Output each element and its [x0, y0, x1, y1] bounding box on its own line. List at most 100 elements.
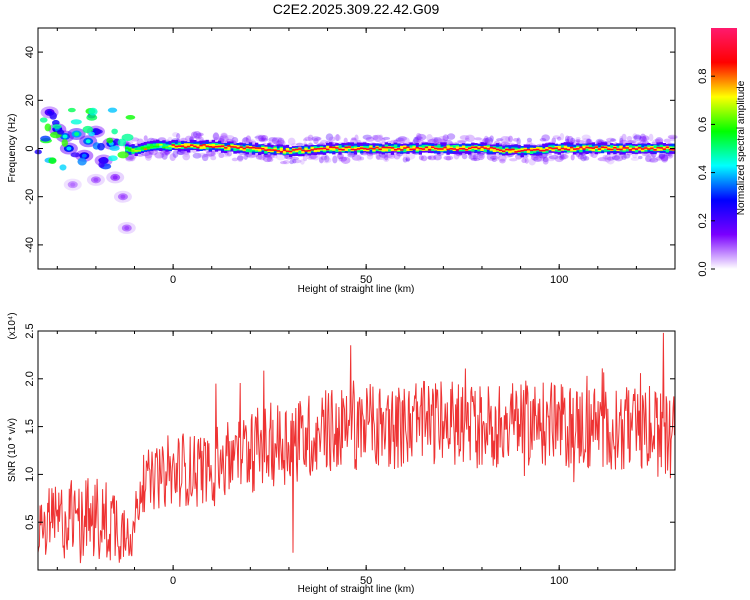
spectrogram-cell: [340, 156, 351, 164]
spectrogram-cell: [169, 153, 176, 161]
spectrogram-cell: [125, 147, 129, 149]
spectrogram-cell: [143, 148, 148, 150]
snr-y-scale-label: (x10⁴): [7, 312, 18, 339]
spectrogram-cell: [606, 156, 615, 161]
spectrogram-cell: [539, 138, 547, 142]
spectrogram-cell: [640, 148, 645, 150]
spectrogram-cell: [363, 147, 367, 152]
spectrogram-cell: [243, 153, 249, 160]
spectrogram-cell: [366, 153, 374, 160]
spectrogram-cell: [316, 147, 321, 150]
spectrogram-cell: [304, 136, 312, 142]
spectrogram-cell: [329, 146, 333, 151]
spectrogram-cell: [226, 151, 233, 157]
spectrogram-cell: [381, 148, 385, 152]
spectrogram-cell: [192, 131, 202, 139]
spectrogram-cell: [442, 134, 449, 142]
spectrogram-cell: [645, 155, 652, 163]
spectrogram-cell: [566, 148, 571, 151]
spectrogram-cell: [159, 153, 165, 158]
spectrogram-cell: [575, 137, 581, 141]
spectrogram-cell: [264, 149, 268, 151]
spectrogram-cell: [188, 136, 195, 141]
spectrogram-cell: [319, 147, 324, 150]
spectrogram-cell: [350, 148, 355, 151]
spectrogram-cell: [508, 149, 512, 153]
spectrogram-cell: [498, 149, 503, 152]
spectrogram-cell: [570, 154, 575, 161]
spectrogram-cell: [56, 129, 65, 135]
spectrogram-cell: [508, 135, 513, 143]
spectrogram-cell: [140, 147, 145, 149]
spectrogram-cell: [409, 148, 413, 151]
spectrogram-cell: [335, 133, 340, 142]
spectrogram-cell: [630, 157, 639, 161]
spectrogram-cell: [289, 159, 294, 165]
spectrogram-cell: [430, 146, 435, 149]
spectrogram-cell: [347, 153, 355, 158]
spectrogram-cell: [273, 149, 277, 151]
spectrogram-cell: [526, 149, 531, 153]
spectrogram-cell: [61, 138, 68, 147]
spectrogram-cell: [655, 156, 663, 161]
spectrogram-cell: [641, 135, 650, 142]
spectrogram-cell: [341, 148, 345, 151]
spectrogram-cell: [541, 134, 550, 142]
spectrogram-cell: [220, 133, 228, 139]
spectrogram-cell: [405, 152, 416, 160]
spectrogram-cell: [296, 142, 304, 146]
snr-x-ticks: 0 50 100: [56, 331, 676, 587]
spectrogram-cell: [211, 146, 216, 148]
spectrogram-cell: [412, 148, 416, 151]
spectrogram-cell: [134, 148, 138, 152]
spectrogram-cell: [588, 147, 592, 149]
spectrogram-cell: [412, 146, 416, 150]
spectrogram-cell: [176, 133, 181, 140]
spectrogram-cell: [255, 154, 263, 160]
spectrogram-cell: [236, 155, 244, 161]
spectrogram-cell: [337, 153, 343, 162]
spectrogram-x-label: Height of straight line (km): [298, 284, 415, 295]
spectrogram-cell: [576, 148, 580, 150]
spectrogram-cell: [452, 148, 456, 150]
spectrogram-cell: [416, 133, 427, 141]
spectrogram-cell: [633, 134, 642, 141]
spectrogram-cell: [291, 149, 296, 151]
spectrogram-cell: [59, 164, 67, 171]
spectrogram-cell: [492, 147, 497, 150]
spectrogram-cell: [274, 136, 283, 143]
spectrogram-cell: [258, 137, 265, 143]
spectrogram-cell: [457, 140, 466, 144]
spectrogram-cell: [156, 143, 160, 147]
spectrogram-cell: [474, 146, 478, 149]
spectrogram-x-ticks: 0 50 100: [56, 28, 676, 286]
spectrogram-cell: [648, 133, 654, 142]
spectrogram-cell: [124, 226, 130, 231]
spectrogram-cell: [570, 137, 576, 144]
spectrogram-cell: [201, 153, 209, 162]
spectrogram-cell: [381, 146, 385, 149]
spectrogram-image: [34, 106, 678, 235]
spectrogram-cell: [602, 156, 608, 162]
spectrogram-cell: [610, 145, 614, 151]
spectrogram-cell: [257, 147, 262, 149]
spectrogram-cell: [471, 146, 475, 152]
spectrogram-cell: [197, 152, 208, 158]
spectrogram-cell: [468, 154, 477, 160]
spectrogram-cell: [328, 136, 336, 142]
spectrogram-cell: [626, 135, 633, 142]
spectrogram-cell: [526, 137, 533, 143]
spectrogram-cell: [194, 136, 201, 140]
spectrogram-cell: [227, 146, 231, 151]
spectrogram-cell: [552, 135, 561, 140]
spectrogram-cell: [237, 154, 244, 163]
spectrogram-cell: [98, 157, 109, 163]
spectrogram-cell: [427, 148, 432, 151]
spectrogram-cell: [446, 133, 456, 140]
spectrogram-cell: [414, 136, 423, 140]
spectrogram-cell: [125, 156, 134, 162]
spectrogram-cell: [613, 146, 617, 149]
spectrogram-cell: [671, 149, 676, 151]
spectrogram-cell: [661, 153, 669, 162]
colorbar-tick-label: 0.0: [697, 261, 709, 276]
